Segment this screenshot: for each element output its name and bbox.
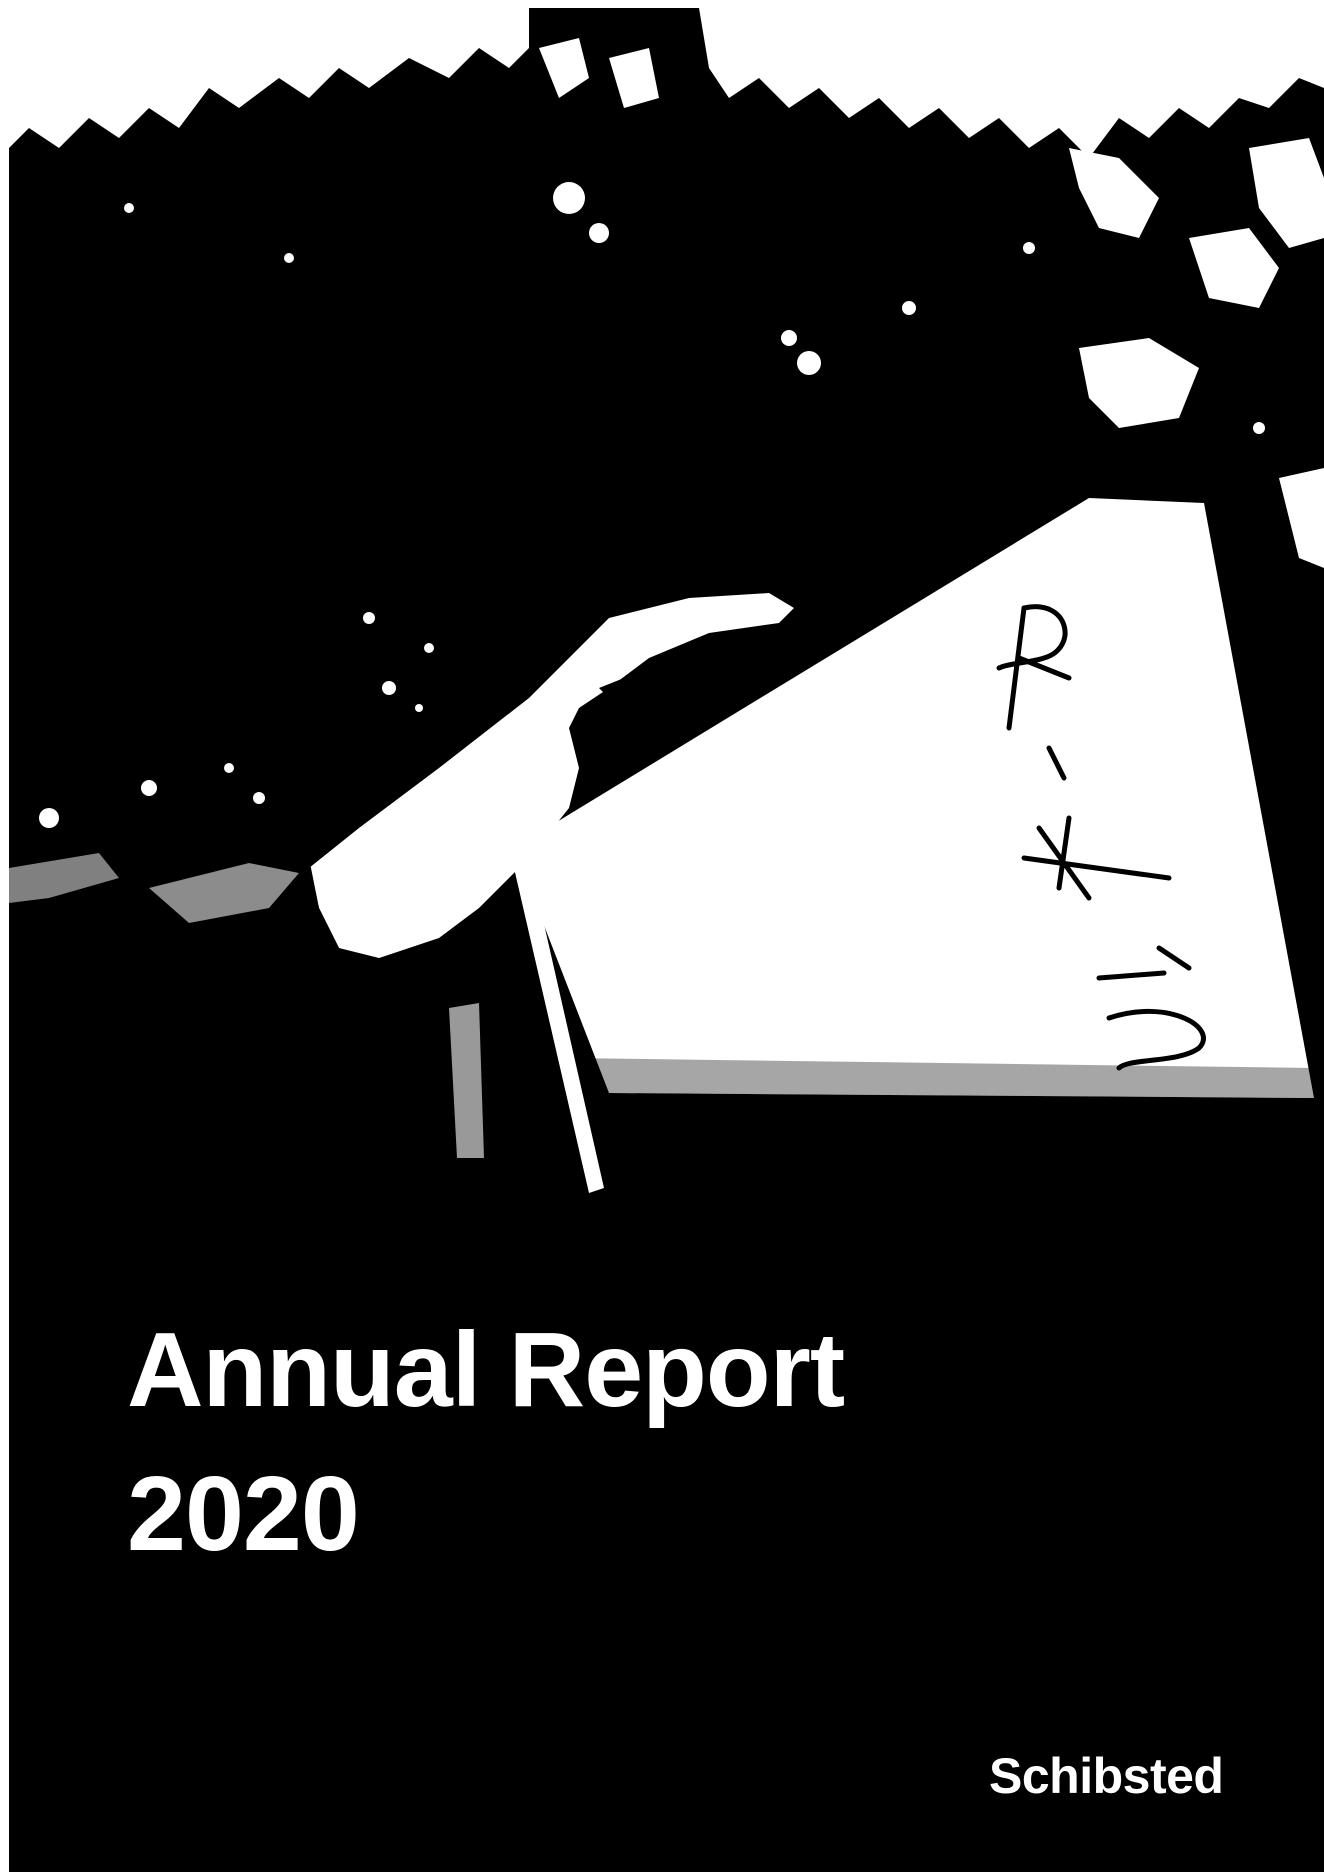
sign-handwriting <box>996 604 1206 1071</box>
cover-photo <box>9 8 1324 1218</box>
report-title-line-1: Annual Report <box>127 1311 845 1429</box>
report-title: Annual Report 2020 <box>127 1298 845 1586</box>
schibsted-logo: Schibsted <box>989 1748 1224 1804</box>
sign-board <box>514 498 1314 1098</box>
hand <box>309 593 794 958</box>
sky-patches <box>9 8 1324 828</box>
cover: Annual Report 2020 Schibsted <box>9 8 1324 1872</box>
report-title-year: 2020 <box>127 1455 360 1573</box>
